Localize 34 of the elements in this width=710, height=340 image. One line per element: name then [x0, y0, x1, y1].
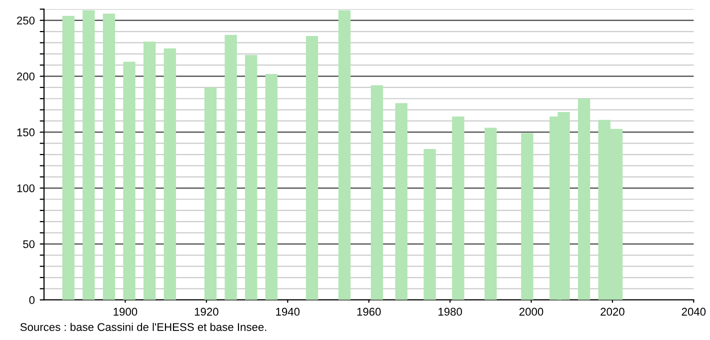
y-tick-label: 250 — [17, 16, 35, 24]
bar — [102, 14, 116, 300]
bar — [265, 74, 278, 300]
x-tick-label: 1940 — [276, 308, 300, 316]
bar — [164, 48, 176, 300]
bar — [224, 34, 237, 300]
bar — [245, 55, 258, 300]
y-tick-label: 150 — [17, 128, 35, 136]
bar — [306, 36, 318, 300]
bar — [204, 87, 217, 300]
y-tick-label: 100 — [17, 184, 35, 192]
x-tick-label: 1900 — [114, 308, 138, 316]
bar — [578, 98, 590, 300]
bar — [144, 42, 156, 300]
x-tick-label: 2020 — [600, 308, 624, 316]
x-tick-label: 2040 — [682, 308, 706, 316]
bar — [484, 128, 497, 300]
bar — [424, 148, 436, 300]
bar — [82, 10, 95, 300]
y-tick-label: 0 — [29, 296, 35, 304]
x-tick-label: 2000 — [519, 308, 544, 316]
bar — [123, 62, 136, 300]
y-tick-label: 200 — [17, 72, 35, 80]
y-tick-label: 50 — [23, 240, 35, 248]
bar — [521, 133, 534, 300]
x-tick-label: 1960 — [357, 308, 381, 316]
bar — [395, 103, 408, 300]
bar — [370, 85, 384, 300]
source-note: Sources : base Cassini de l'EHESS et base Insee. — [20, 322, 266, 332]
bar — [62, 16, 74, 300]
x-tick-label: 1920 — [194, 308, 218, 316]
bar — [338, 10, 351, 300]
x-tick-label: 1980 — [438, 308, 462, 316]
bar — [452, 116, 464, 300]
